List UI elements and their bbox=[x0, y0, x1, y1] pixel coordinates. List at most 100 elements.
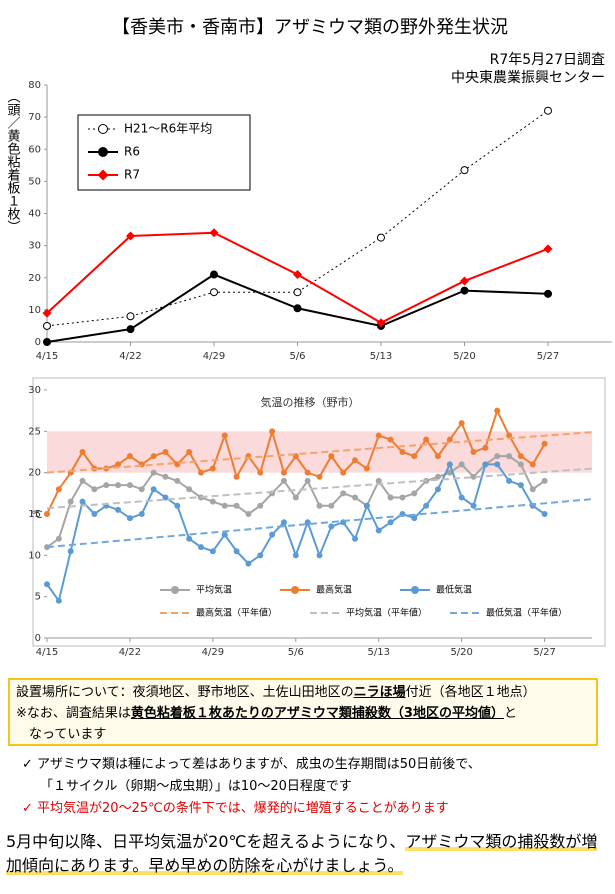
marker bbox=[257, 552, 264, 559]
marker bbox=[494, 407, 501, 414]
marker bbox=[411, 490, 418, 497]
legend-label: 平均気温 bbox=[196, 584, 232, 596]
marker bbox=[280, 519, 287, 526]
marker bbox=[43, 338, 51, 346]
legend-label: 最低気温 bbox=[436, 584, 472, 596]
marker bbox=[138, 511, 145, 517]
y-tick-label: 10 bbox=[28, 305, 41, 316]
marker bbox=[115, 482, 122, 489]
x-tick-label: 4/22 bbox=[119, 647, 141, 658]
marker bbox=[543, 244, 553, 254]
marker bbox=[55, 597, 62, 604]
marker bbox=[460, 276, 469, 286]
summary-text: アザミウマ類の捕殺数が bbox=[405, 832, 582, 851]
marker bbox=[460, 166, 469, 175]
marker bbox=[293, 304, 302, 313]
marker bbox=[304, 477, 311, 484]
marker bbox=[174, 477, 181, 484]
x-tick-label: 5/13 bbox=[370, 351, 392, 362]
marker bbox=[269, 428, 276, 435]
summary-text: 5月中旬以降、日平均気温が20℃を超えるようになり、 bbox=[6, 832, 406, 851]
marker bbox=[482, 461, 489, 468]
x-tick-label: 4/15 bbox=[36, 647, 58, 658]
notice-text: と bbox=[503, 706, 517, 721]
marker bbox=[126, 325, 135, 334]
marker bbox=[340, 490, 347, 497]
marker bbox=[91, 486, 98, 493]
marker bbox=[162, 494, 169, 501]
y-tick-label: 30 bbox=[28, 385, 41, 396]
marker bbox=[162, 473, 169, 480]
marker bbox=[198, 544, 205, 551]
marker bbox=[98, 124, 108, 134]
marker bbox=[328, 523, 335, 530]
legend-label: 最高気温（平年値） bbox=[196, 607, 277, 619]
legend-label: 最高気温 bbox=[316, 584, 352, 596]
marker bbox=[470, 449, 477, 455]
marker bbox=[376, 318, 386, 328]
marker bbox=[328, 502, 335, 509]
notice-text: ※なお、調査結果は bbox=[16, 706, 131, 721]
y-tick-label: 0 bbox=[35, 337, 41, 348]
marker bbox=[458, 461, 465, 468]
marker bbox=[434, 486, 441, 493]
x-tick-label: 5/6 bbox=[289, 351, 305, 362]
marker bbox=[126, 312, 135, 321]
marker bbox=[79, 449, 86, 455]
marker bbox=[328, 453, 335, 460]
x-tick-label: 5/13 bbox=[368, 647, 390, 658]
series-line bbox=[46, 467, 593, 510]
marker bbox=[529, 486, 536, 493]
marker bbox=[423, 436, 430, 443]
y-tick-label: 20 bbox=[28, 273, 41, 284]
marker bbox=[423, 502, 430, 509]
marker bbox=[186, 486, 193, 493]
marker bbox=[126, 453, 133, 460]
notice-text: なっています bbox=[16, 727, 107, 742]
marker bbox=[257, 469, 264, 476]
marker bbox=[529, 461, 536, 468]
marker bbox=[233, 548, 240, 555]
note: ✓ 平均気温が20～25℃の条件下では、爆発的に増殖することがあります bbox=[22, 798, 481, 820]
y-tick-label: 15 bbox=[28, 509, 41, 520]
note-text: 平均気温が20～25℃の条件下では、爆発的に増殖することがあります bbox=[37, 801, 449, 816]
marker bbox=[55, 486, 62, 493]
marker bbox=[186, 535, 193, 542]
marker bbox=[375, 432, 382, 439]
x-tick-label: 5/6 bbox=[288, 647, 304, 658]
marker bbox=[150, 453, 157, 460]
marker bbox=[209, 548, 216, 555]
notice-line: 設置場所について：夜須地区、野市地区、土佐山田地区のニラほ場付近（各地区１地点） bbox=[16, 682, 590, 703]
marker bbox=[506, 477, 513, 484]
marker bbox=[541, 477, 548, 484]
marker bbox=[43, 321, 51, 330]
marker bbox=[304, 469, 311, 476]
notice-text: ニラほ場 bbox=[353, 685, 406, 700]
marker bbox=[269, 531, 276, 538]
marker bbox=[233, 473, 240, 480]
marker bbox=[209, 465, 216, 472]
marker bbox=[221, 531, 228, 538]
marker bbox=[291, 586, 299, 594]
marker bbox=[221, 502, 228, 509]
marker bbox=[446, 436, 453, 443]
marker bbox=[541, 440, 548, 447]
marker bbox=[482, 444, 489, 451]
y-tick-label: 70 bbox=[28, 112, 41, 123]
y-axis-label: ℃ bbox=[31, 510, 42, 521]
marker bbox=[375, 477, 382, 484]
y-axis-label: （頭／黄色粘着板１枚） bbox=[5, 90, 21, 233]
marker bbox=[363, 465, 370, 472]
survey-date: R7年5月27日調査 bbox=[490, 52, 605, 68]
marker bbox=[245, 511, 252, 517]
x-tick-label: 5/20 bbox=[453, 351, 475, 362]
chart-top: 【香美市・香南市】アザミウマ類の野外発生状況 R7年5月27日調査 中央東農業振… bbox=[5, 17, 612, 362]
marker bbox=[79, 498, 86, 505]
marker bbox=[544, 106, 552, 115]
marker bbox=[280, 477, 287, 484]
marker bbox=[233, 502, 240, 509]
marker bbox=[506, 453, 513, 460]
marker bbox=[399, 449, 406, 455]
marker bbox=[446, 461, 453, 468]
y-tick-label: 40 bbox=[28, 209, 41, 220]
